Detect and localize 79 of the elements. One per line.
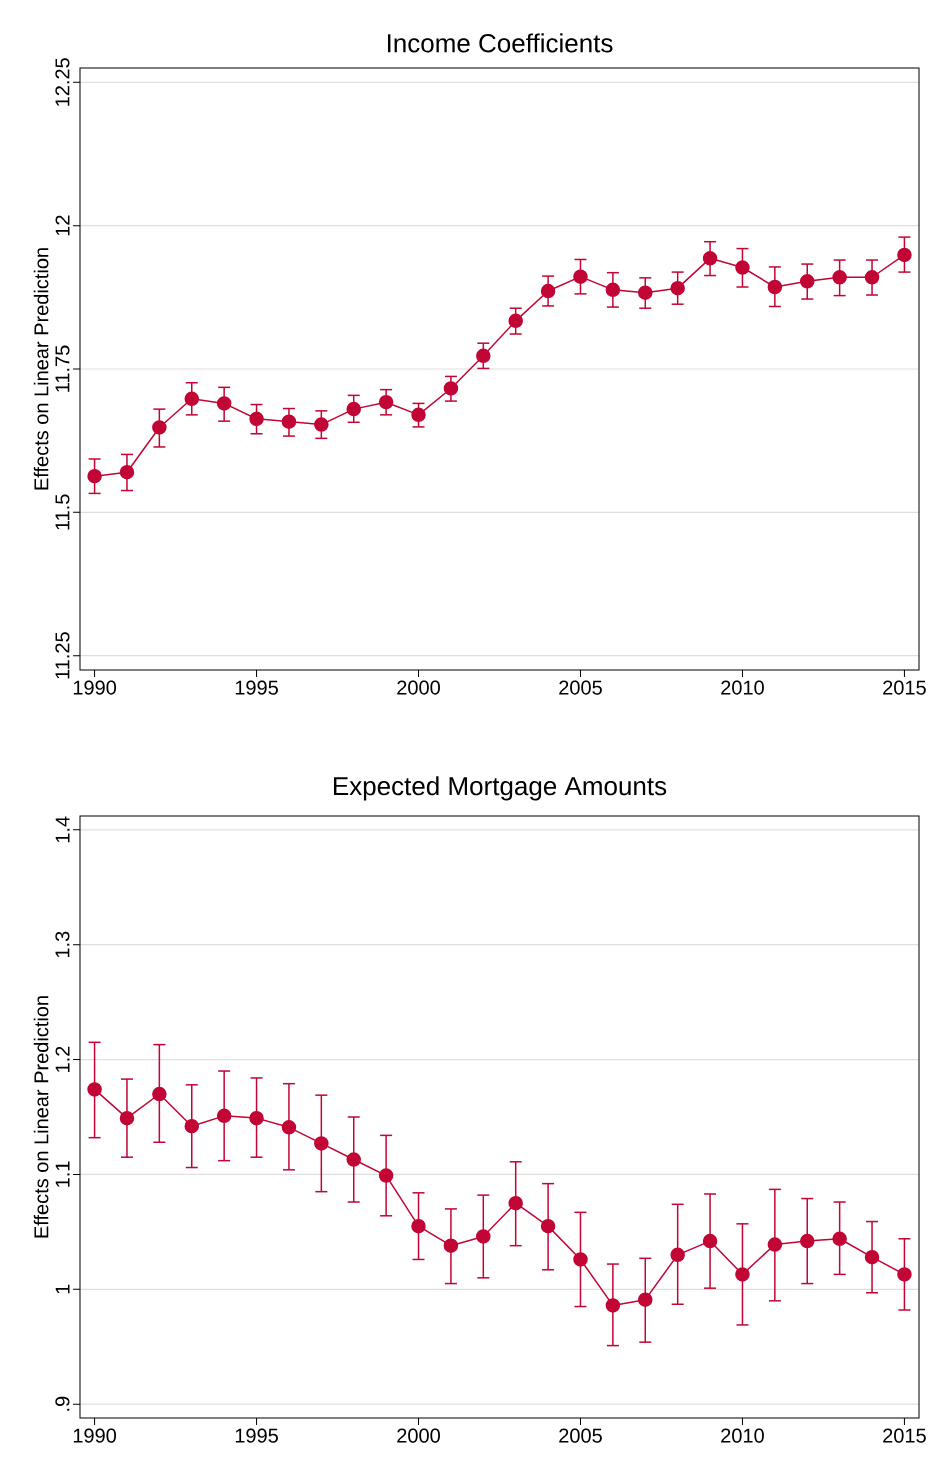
point xyxy=(800,1233,815,1249)
point xyxy=(346,401,361,417)
point xyxy=(702,1233,718,1249)
point xyxy=(832,1231,847,1247)
y-tick-label: 12 xyxy=(55,215,70,236)
point xyxy=(378,1168,394,1183)
x-tick-label: 1995 xyxy=(235,680,278,695)
point xyxy=(573,1252,588,1267)
y-tick-label: 12.25 xyxy=(55,58,70,106)
x-tick-label: 2015 xyxy=(883,680,926,695)
point xyxy=(573,269,588,284)
point xyxy=(281,414,297,429)
point xyxy=(87,1082,102,1097)
point xyxy=(702,251,718,266)
point xyxy=(87,468,102,484)
y-tick-label: 1.2 xyxy=(55,1046,70,1072)
point xyxy=(314,417,329,432)
point xyxy=(605,282,621,298)
point xyxy=(832,270,847,285)
point xyxy=(638,1292,653,1307)
y-tick-label: 1 xyxy=(55,1284,70,1294)
point xyxy=(443,1238,459,1253)
y-tick-label: .9 xyxy=(55,1396,70,1411)
point xyxy=(897,1267,912,1282)
point xyxy=(184,391,200,407)
point xyxy=(540,1218,556,1234)
point xyxy=(119,1110,135,1126)
y-tick-label: 11.25 xyxy=(55,632,70,679)
point xyxy=(216,1108,232,1124)
point xyxy=(670,1247,685,1263)
x-tick-label: 2010 xyxy=(721,1428,764,1443)
x-tick-label: 2005 xyxy=(559,680,602,695)
point xyxy=(476,1229,491,1244)
y-axis-title: Effects on Linear Prediction xyxy=(33,248,49,490)
point xyxy=(346,1152,361,1167)
point xyxy=(864,1249,880,1265)
point xyxy=(670,280,685,296)
chart-title: Income Coefficients xyxy=(387,33,613,53)
x-tick-label: 2010 xyxy=(721,680,764,695)
point xyxy=(735,260,750,275)
point xyxy=(314,1136,329,1151)
point xyxy=(638,285,653,300)
point xyxy=(281,1120,297,1135)
point xyxy=(800,274,815,289)
y-tick-label: 11.5 xyxy=(55,494,70,530)
y-tick-label: 1.4 xyxy=(55,816,70,843)
point xyxy=(249,411,264,427)
point xyxy=(184,1118,200,1134)
x-tick-label: 2000 xyxy=(397,1428,440,1443)
point xyxy=(249,1110,264,1126)
chart-title: Expected Mortgage Amounts xyxy=(333,776,667,801)
point xyxy=(767,1237,783,1252)
x-tick-label: 1990 xyxy=(73,680,117,695)
point xyxy=(540,283,556,299)
point xyxy=(216,396,232,411)
y-tick-label: 11.75 xyxy=(55,345,70,392)
point xyxy=(378,394,394,410)
y-axis-title: Effects on Linear Prediction xyxy=(33,996,49,1238)
point xyxy=(605,1298,621,1313)
x-tick-label: 1990 xyxy=(73,1428,117,1443)
point xyxy=(508,313,523,329)
point xyxy=(767,279,783,295)
x-tick-label: 1995 xyxy=(235,1428,278,1443)
point xyxy=(897,247,912,263)
point xyxy=(411,407,426,423)
point xyxy=(508,1195,523,1211)
point xyxy=(152,1086,167,1102)
point xyxy=(735,1267,750,1282)
y-tick-label: 1.3 xyxy=(55,931,70,958)
x-tick-label: 2015 xyxy=(883,1428,926,1443)
point xyxy=(411,1218,426,1234)
x-tick-label: 2005 xyxy=(559,1428,602,1443)
x-tick-label: 2000 xyxy=(397,680,440,695)
point xyxy=(119,464,135,480)
point xyxy=(443,381,459,396)
point xyxy=(864,270,880,285)
point xyxy=(152,420,167,435)
y-tick-label: 1.1 xyxy=(55,1161,70,1187)
point xyxy=(476,348,491,364)
